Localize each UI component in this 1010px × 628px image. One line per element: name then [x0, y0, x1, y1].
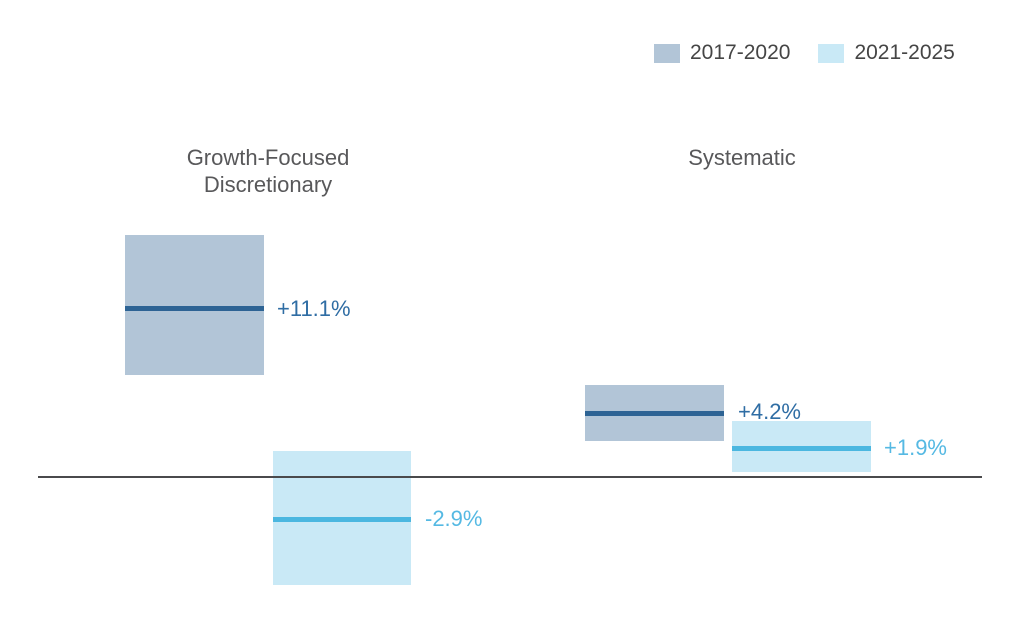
value-label-sys-2017-2020: +4.2%	[738, 399, 801, 424]
legend-item-2017-2020: 2017-2020	[654, 41, 790, 65]
midline-gfd-2021-2025	[273, 517, 411, 522]
legend-item-2021-2025: 2021-2025	[818, 41, 955, 65]
range-bar-sys-2017-2020	[585, 385, 724, 441]
midline-sys-2021-2025	[732, 446, 871, 451]
midline-sys-2017-2020	[585, 411, 724, 416]
category-label-systematic: Systematic	[592, 144, 892, 171]
category-label-growth-focused-discretionary: Growth-Focused Discretionary	[118, 144, 418, 198]
midline-gfd-2017-2020	[125, 306, 264, 311]
legend-swatch-2017-2020	[654, 43, 680, 63]
value-label-gfd-2017-2020: +11.1%	[277, 296, 351, 321]
value-label-sys-2021-2025: +1.9%	[884, 435, 947, 460]
legend-label-2021-2025: 2021-2025	[854, 41, 955, 64]
range-bar-sys-2021-2025	[732, 421, 871, 472]
range-bar-gfd-2021-2025	[273, 451, 411, 585]
category-label-line1: Systematic	[688, 145, 796, 170]
category-label-line2: Discretionary	[203, 172, 333, 197]
zero-baseline	[38, 476, 982, 478]
value-label-gfd-2021-2025: -2.9%	[425, 506, 483, 531]
chart-legend: 2017-2020 2021-2025	[654, 41, 955, 65]
legend-swatch-2021-2025	[818, 43, 845, 63]
legend-label-2017-2020: 2017-2020	[690, 41, 791, 64]
category-label-line1: Growth-Focused	[186, 145, 350, 170]
range-bar-gfd-2017-2020	[125, 235, 264, 375]
